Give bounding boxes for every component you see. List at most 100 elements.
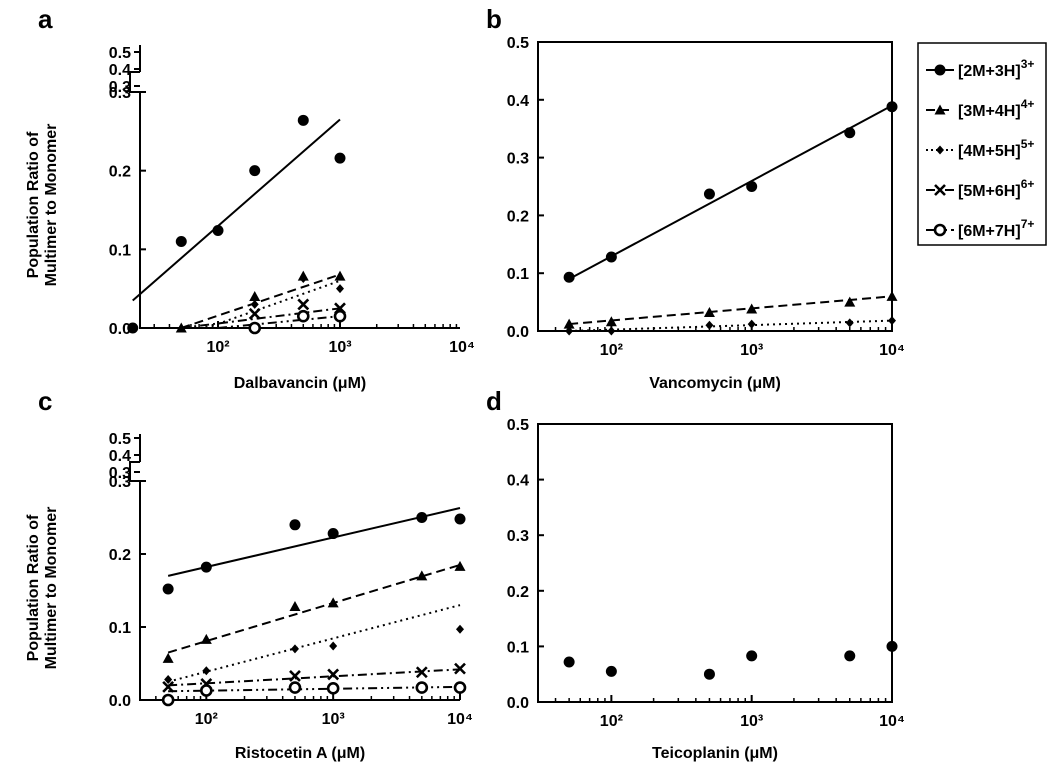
data-point — [334, 152, 346, 164]
series-3 — [565, 316, 896, 336]
ytick-label: 0.4 — [507, 93, 529, 110]
legend-label: [5M+6H]6+ — [958, 177, 1034, 200]
panel-letter-a: a — [38, 4, 53, 34]
legend: [2M+3H]3+ [3M+4H]4+ [4M+5H]5+ [5M+6H]6+ [6M+… — [917, 42, 1047, 246]
data-point — [299, 273, 308, 283]
data-point — [289, 601, 301, 612]
data-point — [327, 597, 339, 608]
ytick-label: 0.0 — [507, 324, 529, 341]
data-point — [746, 181, 758, 192]
series-2 — [162, 560, 466, 663]
legend-label-sup: 4+ — [1021, 97, 1035, 111]
fit-line — [217, 315, 341, 329]
ytick-label: 0.3 — [507, 528, 529, 545]
data-point — [249, 165, 261, 177]
legend-frame — [917, 42, 1047, 246]
data-point — [297, 114, 309, 126]
data-point — [249, 291, 261, 302]
ytick-top-label: 0.5 — [109, 45, 131, 62]
fit-line — [167, 507, 461, 577]
x-axis-title: Teicoplanin (μM) — [652, 745, 778, 762]
data-point — [326, 682, 340, 695]
data-point — [162, 652, 174, 663]
data-point — [747, 319, 756, 329]
axis-lines — [139, 481, 460, 701]
legend-label-sup: 3+ — [1021, 57, 1035, 71]
fit-line — [168, 685, 461, 693]
series-2 — [175, 270, 346, 333]
ytick-top-label: 0.5 — [109, 431, 131, 448]
data-point — [605, 665, 617, 677]
data-point — [297, 298, 310, 311]
ytick-top-label: 0.4 — [109, 62, 131, 79]
data-point — [746, 303, 758, 314]
data-point — [327, 668, 340, 681]
ytick-label: 0.0 — [507, 695, 529, 712]
panel-letter-b: b — [486, 4, 502, 34]
xtick-label: 10² — [195, 711, 218, 728]
legend-label: [3M+4H]4+ — [958, 97, 1034, 120]
xtick-label: 10² — [600, 342, 623, 359]
fit-line — [568, 104, 893, 280]
data-point — [886, 101, 898, 113]
legend-label: [4M+5H]5+ — [958, 137, 1034, 160]
legend-marker — [934, 104, 946, 115]
data-point — [454, 560, 466, 571]
data-point — [289, 669, 301, 682]
panel-letter-d: d — [486, 386, 502, 416]
xtick-label: 10² — [600, 713, 623, 730]
ytick-label: 0.0 — [109, 321, 131, 338]
axis-lines — [139, 92, 460, 329]
data-point — [746, 650, 758, 662]
data-point — [703, 668, 715, 680]
legend-marker — [934, 184, 946, 196]
ytick-label: 0.1 — [109, 242, 131, 259]
data-point — [333, 309, 347, 323]
legend-label-sup: 6+ — [1021, 177, 1035, 191]
data-point — [703, 188, 715, 200]
y-axis-title: Population Ratio of Multimer to Monomer — [25, 124, 60, 287]
data-point — [327, 528, 339, 540]
data-point — [703, 307, 715, 318]
xtick-label: 10⁴ — [447, 711, 473, 728]
ytick-top-label: 0.4 — [109, 448, 131, 465]
legend-marker — [934, 64, 946, 76]
data-point — [127, 322, 139, 334]
fit-line — [167, 563, 461, 654]
legend-label: [6M+7H]7+ — [958, 217, 1034, 240]
data-point — [175, 235, 187, 247]
series-5 — [217, 309, 347, 335]
data-point — [200, 561, 212, 573]
data-point — [415, 666, 428, 679]
panel-b: b 0.0 0.1 0.2 0.3 0.4 0.5 10² 10³ 10⁴ Vancomycin (… — [486, 4, 905, 392]
data-point — [415, 681, 429, 694]
fit-line — [168, 668, 461, 687]
x-axis-title: Vancomycin (μM) — [649, 375, 781, 392]
data-point — [563, 271, 575, 283]
series-5 — [161, 681, 467, 707]
x-axis-title: Dalbavancin (μM) — [234, 375, 366, 392]
data-point — [336, 284, 344, 294]
plot-frame — [537, 423, 893, 703]
series-1 — [162, 507, 466, 595]
fit-line — [132, 118, 341, 302]
data-point — [456, 624, 464, 634]
series-1 — [563, 101, 898, 283]
ytick-label: 0.1 — [507, 266, 529, 283]
fit-line — [181, 307, 341, 329]
ytick-label: 0.2 — [507, 584, 529, 601]
data-point — [248, 307, 261, 320]
data-point — [289, 519, 301, 531]
xtick-label: 10³ — [328, 339, 351, 356]
ytick-label: 0.2 — [109, 547, 131, 564]
series-1 — [127, 114, 346, 334]
legend-label-text: [3M+4H] — [958, 103, 1021, 120]
data-point — [288, 681, 302, 694]
data-point — [212, 224, 224, 236]
plot-frame — [537, 41, 893, 332]
data-point — [164, 675, 173, 685]
ytick-label: 0.1 — [109, 620, 131, 637]
data-point — [605, 251, 617, 263]
data-point — [416, 570, 428, 581]
